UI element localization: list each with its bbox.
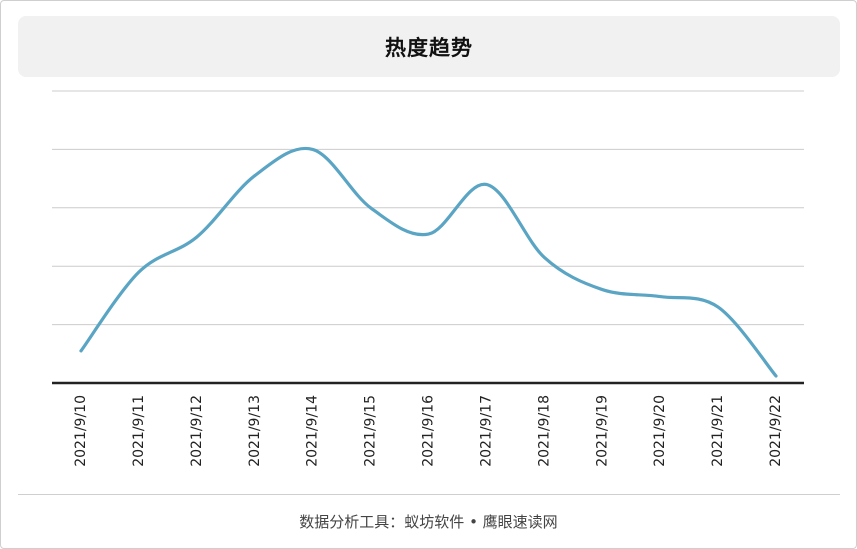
footer-divider bbox=[18, 494, 840, 495]
x-tick-label: 2021/9/11 bbox=[131, 395, 147, 467]
x-tick-label: 2021/9/14 bbox=[305, 395, 321, 467]
footer-credit: 数据分析工具：蚁坊软件 • 鹰眼速读网 bbox=[299, 513, 558, 531]
x-tick-label: 2021/9/15 bbox=[363, 395, 379, 467]
title-bar: 热度趋势 bbox=[18, 16, 840, 77]
x-tick-label: 2021/9/18 bbox=[536, 395, 552, 467]
x-tick-label: 2021/9/22 bbox=[768, 395, 784, 467]
series-line bbox=[79, 146, 778, 378]
chart-title: 热度趋势 bbox=[385, 35, 473, 60]
x-tick-label: 2021/9/19 bbox=[594, 395, 610, 467]
x-tick-label: 2021/9/17 bbox=[478, 395, 494, 467]
x-tick-label: 2021/9/10 bbox=[73, 395, 89, 467]
x-tick-label: 2021/9/13 bbox=[247, 395, 263, 467]
x-tick-label: 2021/9/16 bbox=[421, 395, 437, 467]
x-tick-label: 2021/9/20 bbox=[652, 395, 668, 467]
x-tick-label: 2021/9/21 bbox=[710, 395, 726, 467]
x-tick-label: 2021/9/12 bbox=[189, 395, 205, 467]
